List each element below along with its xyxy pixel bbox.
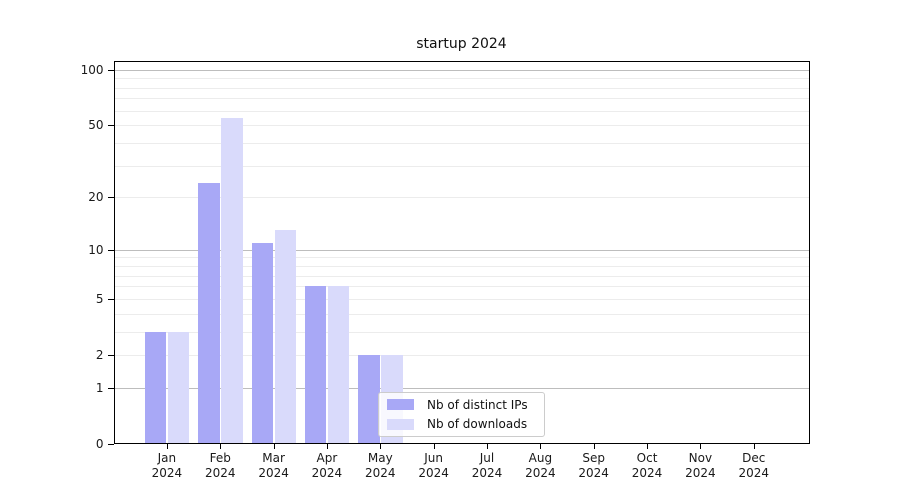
bar-downloads <box>221 117 243 445</box>
minor-gridline <box>113 257 810 259</box>
minor-gridline <box>113 286 810 288</box>
y-tick-label: 1 <box>95 381 104 396</box>
legend: Nb of distinct IPs Nb of downloads <box>378 392 545 437</box>
bar-downloads <box>274 230 297 445</box>
y-tick-mark <box>107 249 114 251</box>
x-tick-label: Jul 2024 <box>471 451 503 481</box>
y-tick-mark <box>107 125 114 127</box>
legend-label-distinct-ips: Nb of distinct IPs <box>427 397 528 412</box>
minor-gridline <box>113 125 810 127</box>
legend-label-downloads: Nb of downloads <box>427 417 528 432</box>
legend-item-downloads: Nb of downloads <box>387 417 536 433</box>
legend-swatch-distinct-ips <box>387 399 414 411</box>
y-tick-label: 50 <box>88 118 104 133</box>
x-tick-label: Jan 2024 <box>151 451 183 481</box>
legend-item-distinct-ips: Nb of distinct IPs <box>387 397 536 413</box>
x-tick-mark <box>753 444 755 450</box>
bar-distinct-ips <box>304 286 327 445</box>
x-tick-label: Aug 2024 <box>525 451 556 481</box>
y-tick-mark <box>107 444 114 446</box>
y-tick-label: 20 <box>88 190 104 205</box>
x-tick-label: Dec 2024 <box>738 451 770 481</box>
x-tick-mark <box>540 444 542 450</box>
bar-downloads <box>167 331 190 445</box>
minor-gridline <box>113 197 810 199</box>
bar-downloads <box>327 286 350 445</box>
plot-spine <box>113 61 810 62</box>
minor-gridline <box>113 313 810 315</box>
x-tick-label: Oct 2024 <box>631 451 663 481</box>
x-tick-mark <box>220 444 222 450</box>
minor-gridline <box>113 355 810 357</box>
minor-gridline <box>113 275 810 277</box>
major-gridline <box>113 69 810 71</box>
plot-area <box>113 61 810 445</box>
y-tick-label: 10 <box>88 242 104 257</box>
chart-title: startup 2024 <box>416 36 507 52</box>
x-tick-label: Sep 2024 <box>578 451 609 481</box>
major-gridline <box>113 249 810 251</box>
x-tick-mark <box>380 444 382 450</box>
y-tick-mark <box>107 355 114 357</box>
x-tick-label: Jun 2024 <box>418 451 449 481</box>
minor-gridline <box>113 265 810 267</box>
y-tick-mark <box>107 388 114 390</box>
y-tick-mark <box>107 298 114 300</box>
y-tick-label: 2 <box>95 348 104 363</box>
x-tick-mark <box>166 444 168 450</box>
x-tick-mark <box>647 444 649 450</box>
major-gridline <box>113 388 810 390</box>
y-tick-mark <box>107 197 114 199</box>
x-tick-mark <box>700 444 702 450</box>
x-tick-mark <box>326 444 328 450</box>
minor-gridline <box>113 78 810 80</box>
y-tick-mark <box>107 69 114 71</box>
plot-spine <box>113 443 810 445</box>
y-tick-label: 100 <box>80 62 104 77</box>
bar-distinct-ips <box>358 355 380 445</box>
minor-gridline <box>113 298 810 300</box>
x-tick-label: May 2024 <box>365 451 396 481</box>
minor-gridline <box>113 331 810 333</box>
bar-distinct-ips <box>144 331 167 445</box>
minor-gridline <box>113 98 810 100</box>
x-tick-mark <box>593 444 595 450</box>
x-tick-label: Apr 2024 <box>311 451 343 481</box>
x-tick-mark <box>433 444 435 450</box>
legend-swatch-downloads <box>387 418 414 430</box>
minor-gridline <box>113 87 810 89</box>
minor-gridline <box>113 142 810 144</box>
x-tick-label: Nov 2024 <box>685 451 716 481</box>
bar-distinct-ips <box>251 242 274 445</box>
x-tick-mark <box>487 444 488 450</box>
minor-gridline <box>113 110 810 112</box>
y-tick-label: 5 <box>95 291 104 306</box>
x-tick-mark <box>273 444 275 450</box>
plot-spine <box>809 61 810 445</box>
y-tick-label: 0 <box>95 437 104 452</box>
plot-spine <box>113 61 115 445</box>
minor-gridline <box>113 165 810 167</box>
bar-distinct-ips <box>198 183 220 445</box>
x-tick-label: Feb 2024 <box>204 451 236 481</box>
x-tick-label: Mar 2024 <box>258 451 289 481</box>
